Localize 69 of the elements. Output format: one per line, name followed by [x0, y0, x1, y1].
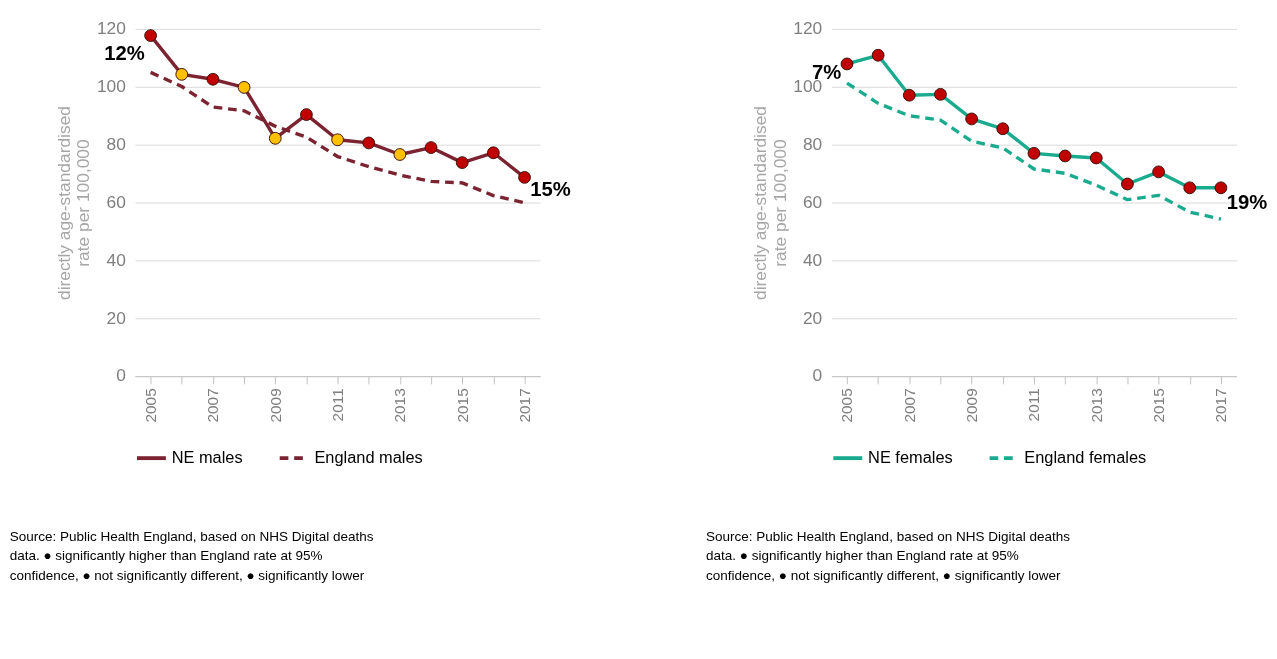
point — [518, 171, 531, 184]
x-tick-label: 2005 — [141, 388, 159, 423]
point — [934, 87, 947, 101]
line-series — [845, 81, 1223, 221]
text: confidence, ● not significantly different, ● significantly lower — [9, 567, 365, 583]
text: data. ● significantly higher than England rate at 95% — [9, 548, 323, 564]
point — [393, 148, 407, 161]
y-tick-label: 0 — [116, 365, 126, 386]
legend-label: NE males — [171, 447, 243, 466]
point — [1058, 149, 1072, 163]
annotation: 12% — [104, 41, 145, 64]
y-tick-label: 80 — [106, 133, 126, 154]
point — [206, 72, 220, 86]
point — [871, 48, 885, 62]
y-tick-label: 40 — [802, 249, 823, 270]
legend-label: England males — [314, 447, 423, 466]
x-tick-label: 2017 — [515, 388, 533, 423]
x-tick-label: 2011 — [1025, 388, 1043, 422]
x-tick-label: 2009 — [266, 388, 284, 423]
text: confidence, ● not significantly different, ● significantly lower — [706, 567, 1062, 583]
y-axis-title: directly age-standardised rate per 100,000 — [53, 106, 94, 301]
y-tick-label: 40 — [106, 249, 126, 270]
point — [996, 122, 1010, 136]
point — [486, 146, 500, 160]
y-tick-label: 120 — [96, 18, 126, 39]
point — [1214, 181, 1228, 195]
point — [144, 29, 157, 42]
y-tick-label: 20 — [106, 307, 126, 328]
point — [455, 156, 469, 169]
point — [840, 57, 854, 71]
legend-label: England females — [1024, 447, 1147, 466]
x-tick-label: 2007 — [204, 388, 222, 423]
point — [424, 141, 438, 154]
point — [300, 108, 313, 121]
point — [331, 133, 344, 147]
y-tick-label: 60 — [106, 191, 126, 212]
x-tick-label: 2011 — [328, 388, 346, 422]
x-tick-label: 2013 — [1087, 388, 1105, 423]
y-tick-label: 60 — [802, 191, 823, 212]
point — [902, 88, 916, 102]
y-tick-label: 120 — [793, 18, 823, 39]
point — [1089, 151, 1103, 165]
legend-label: NE females — [868, 447, 953, 466]
y-axis-title: directly age-standardised rate per 100,000 — [750, 106, 790, 301]
x-tick-label: 2013 — [391, 388, 409, 423]
point — [1027, 146, 1041, 160]
y-tick-label: 0 — [812, 365, 823, 386]
point — [1152, 165, 1165, 179]
x-tick-label: 2017 — [1212, 388, 1230, 423]
x-tick-label: 2009 — [962, 388, 980, 423]
x-tick-label: 2007 — [900, 388, 918, 423]
point — [1183, 181, 1197, 195]
point — [965, 112, 979, 126]
annotation: 15% — [530, 177, 571, 200]
source-note: Source: Public Health England, based on NHS Digital deaths — [706, 529, 1071, 545]
y-tick-label: 80 — [802, 133, 823, 154]
point — [237, 81, 251, 94]
x-tick-label: 2015 — [453, 388, 471, 423]
source-note: Source: Public Health England, based on NHS Digital deaths — [9, 529, 374, 545]
y-tick-label: 20 — [802, 307, 823, 328]
point — [268, 131, 282, 145]
point — [362, 136, 376, 150]
text: data. ● significantly higher than England rate at 95% — [706, 548, 1019, 564]
point — [175, 67, 189, 81]
y-tick-label: 100 — [96, 76, 126, 97]
annotation: 19% — [1226, 191, 1268, 214]
x-tick-label: 2005 — [838, 388, 856, 423]
x-tick-label: 2015 — [1149, 388, 1167, 423]
point — [1121, 177, 1134, 191]
